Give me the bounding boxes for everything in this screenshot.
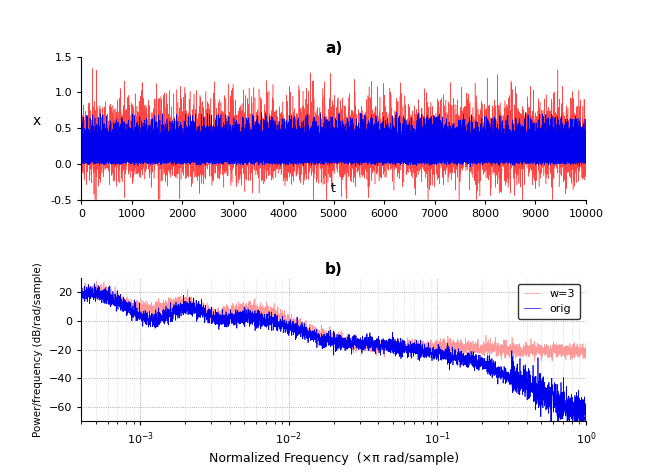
orig xyxy=(77,292,85,298)
Y-axis label: Power/frequency (dB/rad/sample): Power/frequency (dB/rad/sample) xyxy=(33,262,44,437)
Line: ᴡ=3: ᴡ=3 xyxy=(81,281,586,361)
ᴡ=3 xyxy=(524,342,532,348)
orig xyxy=(550,399,558,404)
orig xyxy=(524,380,532,385)
ᴡ=3 xyxy=(488,348,495,353)
ᴡ=3 xyxy=(569,342,577,348)
X-axis label: Normalized Frequency  (×π rad/sample): Normalized Frequency (×π rad/sample) xyxy=(208,452,459,465)
Text: t: t xyxy=(331,182,336,194)
orig xyxy=(488,363,495,369)
Y-axis label: x: x xyxy=(33,114,41,128)
ᴡ=3 xyxy=(117,299,125,305)
orig xyxy=(569,399,577,404)
Title: a): a) xyxy=(325,41,342,56)
Legend: ᴡ=3, orig: ᴡ=3, orig xyxy=(518,284,580,319)
ᴡ=3 xyxy=(550,350,558,355)
orig xyxy=(90,281,98,287)
ᴡ=3 xyxy=(92,279,100,284)
orig xyxy=(581,437,589,443)
orig xyxy=(117,300,125,306)
ᴡ=3 xyxy=(414,342,422,348)
orig xyxy=(414,349,422,354)
Title: b): b) xyxy=(325,262,342,277)
orig xyxy=(582,410,590,415)
Line: orig: orig xyxy=(81,284,586,440)
ᴡ=3 xyxy=(77,287,85,293)
ᴡ=3 xyxy=(531,359,538,364)
ᴡ=3 xyxy=(582,341,590,346)
